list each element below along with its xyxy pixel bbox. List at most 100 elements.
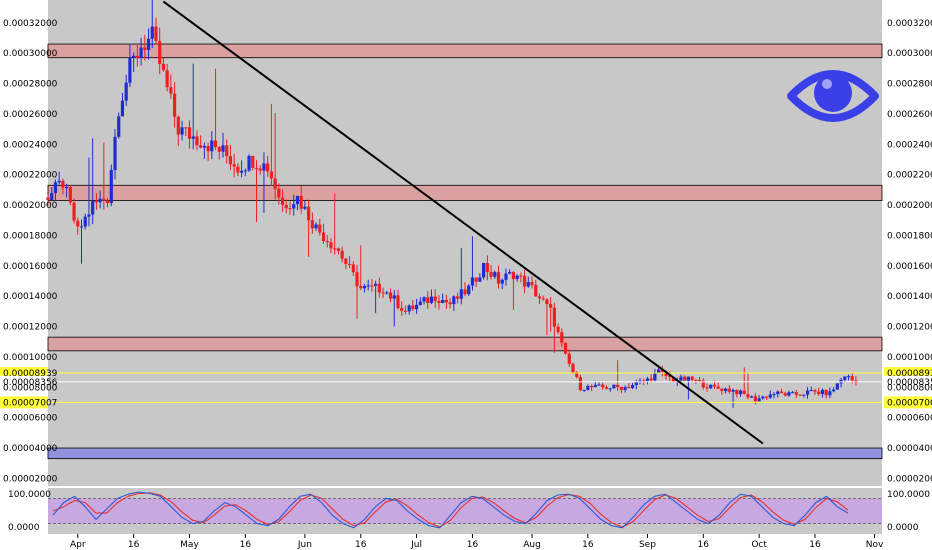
candle-body xyxy=(649,378,653,381)
price-label-bg xyxy=(884,375,932,388)
candle-body xyxy=(627,387,631,389)
candle-body xyxy=(426,297,430,304)
candle-body xyxy=(612,384,616,389)
candle-body xyxy=(146,38,151,51)
candle-body xyxy=(493,272,497,277)
right-price-axis: 0.00032000 0.00030000 0.00028000 0.00026000… xyxy=(887,19,932,485)
candle-body xyxy=(619,386,623,390)
x-tick-label: Sep xyxy=(639,540,656,550)
x-tick-label: May xyxy=(180,540,199,550)
candle-body xyxy=(791,392,795,394)
candle-body xyxy=(165,70,169,88)
candle-body xyxy=(243,170,247,172)
candle-body xyxy=(716,386,720,389)
x-tick-label: Nov xyxy=(866,540,884,550)
candle-body xyxy=(299,195,303,209)
candle-body xyxy=(757,398,761,402)
candle-body xyxy=(132,55,136,58)
price-label-text: 0.00008356 xyxy=(887,378,932,388)
y-tick-label: 0.00022000 xyxy=(887,171,932,181)
oscillator-axis-labels: 100.0000 100.0000 0.0000 0.0000 xyxy=(8,490,930,533)
candle-body xyxy=(828,391,832,396)
candle-body xyxy=(697,379,702,381)
candle-body xyxy=(724,388,728,391)
candle-body xyxy=(664,371,668,376)
candle-body xyxy=(657,369,661,374)
x-tick-label: 16 xyxy=(355,540,367,550)
resistance-zone xyxy=(47,43,883,59)
candle-body xyxy=(57,180,61,183)
candle-body xyxy=(418,301,422,305)
candle-body xyxy=(802,394,806,396)
candle-body xyxy=(280,197,285,205)
candle-body xyxy=(817,391,821,395)
y-tick-label: 0.00004000 xyxy=(887,444,932,454)
candle-body xyxy=(411,305,415,310)
candle-body xyxy=(671,376,676,382)
candle-body xyxy=(764,396,769,398)
candle-body xyxy=(738,390,743,395)
candle-body xyxy=(176,116,180,135)
candle-body xyxy=(403,310,408,312)
candle-body xyxy=(225,145,229,157)
y-tick-label: 0.00018000 xyxy=(3,231,58,241)
candle-body xyxy=(571,363,575,373)
main-plot-area[interactable] xyxy=(48,0,882,486)
candle-body xyxy=(228,156,233,165)
candle-body xyxy=(76,220,80,227)
candle-body xyxy=(746,394,750,398)
candle-body xyxy=(68,187,72,203)
x-tick-label: 16 xyxy=(240,540,252,550)
candle-body xyxy=(150,26,154,39)
candle-body xyxy=(448,302,452,305)
left-price-axis: 0.00032000 0.00030000 0.00028000 0.00026000… xyxy=(3,19,58,485)
candle-body xyxy=(515,275,519,280)
candle-body xyxy=(608,388,612,390)
candle-body xyxy=(422,297,426,302)
candle-body xyxy=(467,285,471,295)
candle-body xyxy=(187,127,192,139)
candle-body xyxy=(705,387,709,389)
candle-body xyxy=(478,277,482,282)
candle-body xyxy=(143,47,147,51)
candle-body xyxy=(452,296,456,305)
candle-body xyxy=(563,342,568,354)
oscillator-axis-label: 0.0000 xyxy=(8,523,40,533)
candle-body xyxy=(303,206,307,209)
resistance-zone xyxy=(47,336,883,352)
candle-body xyxy=(266,163,270,172)
candle-body xyxy=(407,305,411,312)
candle-body xyxy=(318,224,322,233)
candle-body xyxy=(91,201,95,215)
candle-body xyxy=(102,198,106,201)
candle-body xyxy=(154,26,158,41)
x-tick-label: Jul xyxy=(410,540,422,550)
candle-body xyxy=(593,384,597,388)
candle-body xyxy=(336,248,341,251)
candle-body xyxy=(292,204,296,209)
candle-body xyxy=(787,392,791,396)
candle-body xyxy=(534,284,538,297)
candle-body xyxy=(184,127,188,129)
candle-body xyxy=(653,373,657,381)
candle-body xyxy=(824,389,828,396)
candle-body xyxy=(779,391,784,394)
candle-body xyxy=(347,263,352,265)
candle-body xyxy=(277,188,281,198)
candle-body xyxy=(206,146,210,152)
eye-icon xyxy=(787,70,879,122)
x-tick-label: 16 xyxy=(698,540,710,550)
candle-body xyxy=(240,170,244,173)
y-tick-label: 0.00026000 xyxy=(887,110,932,120)
candle-body xyxy=(370,285,374,287)
candle-body xyxy=(709,384,713,389)
candle-body xyxy=(414,304,419,310)
candle-body xyxy=(105,200,110,204)
y-tick-label: 0.00028000 xyxy=(3,80,58,90)
candle-body xyxy=(805,390,810,395)
candle-body xyxy=(251,155,255,168)
x-tick-label: Jun xyxy=(297,540,312,550)
y-tick-label: 0.00028000 xyxy=(887,80,932,90)
candle-body xyxy=(396,295,400,309)
